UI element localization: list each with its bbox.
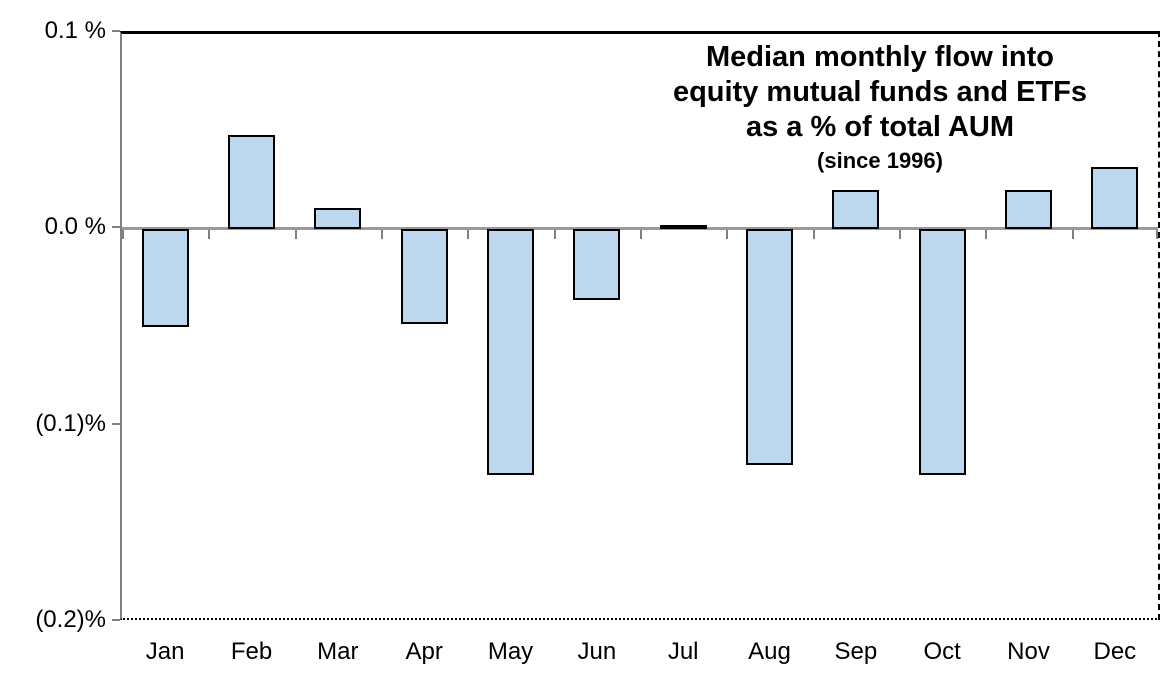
x-axis-tick (553, 230, 556, 240)
bar-feb (228, 135, 275, 230)
plot-area (120, 31, 1160, 620)
x-axis-tick (208, 230, 211, 240)
y-axis-label: (0.2)% (35, 606, 106, 633)
y-axis-tick (112, 226, 120, 229)
x-axis-tick (294, 230, 297, 240)
zero-gridline (122, 227, 1158, 231)
x-axis-label-jun: Jun (577, 638, 617, 665)
x-axis-label-sep: Sep (834, 638, 878, 665)
bar-may (487, 229, 534, 475)
x-axis-label-oct: Oct (923, 638, 961, 665)
x-axis-label-nov: Nov (1007, 638, 1050, 665)
x-axis-label-apr: Apr (405, 638, 443, 665)
y-axis-tick (112, 422, 120, 425)
bar-jun (573, 229, 621, 300)
x-axis-label-feb: Feb (230, 638, 273, 665)
bar-aug (746, 229, 793, 465)
y-axis-label: (0.1)% (35, 409, 106, 437)
chart-title-line-3: as a % of total AUM (745, 111, 1014, 143)
x-axis-tick (122, 230, 124, 240)
x-axis-tick (985, 230, 988, 240)
bar-jul (659, 225, 707, 230)
x-axis-label-mar: Mar (317, 638, 359, 665)
bar-apr (400, 229, 448, 324)
x-axis-tick (899, 230, 901, 240)
x-axis-label-jul: Jul (667, 638, 699, 665)
x-axis-label-dec: Dec (1093, 638, 1137, 665)
x-axis-tick (1071, 230, 1074, 240)
x-axis-tick (381, 230, 383, 240)
bar-sep (832, 190, 880, 230)
bar-oct (918, 229, 966, 475)
chart-subtitle: (since 1996) (817, 148, 943, 173)
bar-mar (314, 207, 362, 230)
x-axis-tick (467, 230, 470, 240)
y-axis-tick (112, 30, 120, 32)
y-axis-label: 0.0 % (44, 213, 106, 241)
chart-title-line-1: Median monthly flow into (706, 41, 1054, 73)
chart-title-line-2: equity mutual funds and ETFs (672, 76, 1088, 108)
y-axis-label: 0.1 % (44, 17, 106, 44)
bar-nov (1005, 190, 1052, 230)
y-axis-tick (112, 619, 120, 621)
x-axis-tick (1156, 230, 1158, 240)
x-axis-label-may: May (487, 638, 534, 665)
x-axis-tick (812, 230, 815, 240)
chart-title: Median monthly flow into equity mutual f… (610, 40, 1150, 175)
x-axis-label-jan: Jan (145, 638, 185, 665)
bar-jan (141, 229, 189, 328)
bar-dec (1091, 166, 1139, 230)
x-axis-tick (726, 230, 729, 240)
x-axis-label-aug: Aug (748, 638, 791, 665)
x-axis-tick (640, 230, 642, 240)
